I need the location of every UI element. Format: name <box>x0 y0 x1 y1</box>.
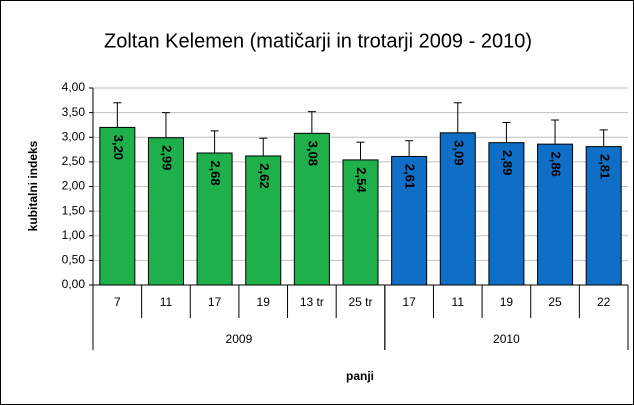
x-tick-label: 7 <box>114 295 121 309</box>
y-tick-label: 2,00 <box>62 179 86 193</box>
bar <box>391 155 428 286</box>
data-label: 3,20 <box>111 135 126 160</box>
y-tick-label: 2,50 <box>62 154 86 168</box>
y-tick-label: 3,00 <box>62 129 86 143</box>
data-label: 2,89 <box>500 150 515 175</box>
y-tick-label: 3,50 <box>62 105 86 119</box>
group-label: 2010 <box>493 332 520 346</box>
x-tick-label: 11 <box>160 295 173 309</box>
x-tick-label: 11 <box>452 295 465 309</box>
chart-title: Zoltan Kelemen (matičarji in trotarji 20… <box>104 30 532 52</box>
x-tick-label: 25 <box>548 295 562 309</box>
y-axis-label: kubitalni indeks <box>26 140 40 231</box>
data-label: 2,81 <box>597 154 612 179</box>
data-label: 2,99 <box>160 145 175 170</box>
bar <box>488 142 525 286</box>
bar <box>99 126 136 286</box>
x-tick-label: 22 <box>597 295 611 309</box>
data-label: 2,54 <box>354 167 369 193</box>
data-label: 2,61 <box>403 164 418 189</box>
bar <box>293 132 330 286</box>
y-tick-label: 0,00 <box>62 277 86 291</box>
bar <box>342 159 379 286</box>
bar <box>196 152 233 286</box>
x-axis-label: panji <box>346 369 374 383</box>
data-label: 3,08 <box>305 141 320 166</box>
bar <box>245 155 282 286</box>
data-label: 2,86 <box>549 151 564 176</box>
bar <box>147 137 184 286</box>
x-tick-label: 17 <box>402 295 416 309</box>
bar <box>585 146 622 286</box>
x-tick-label: 19 <box>257 295 271 309</box>
x-tick-label: 25 tr <box>348 295 372 309</box>
y-tick-label: 1,50 <box>62 203 86 217</box>
group-label: 2009 <box>226 332 253 346</box>
x-tick-label: 17 <box>208 295 222 309</box>
bar <box>537 143 574 286</box>
data-label: 3,09 <box>451 140 466 165</box>
x-tick-label: 13 tr <box>300 295 324 309</box>
bar <box>439 132 476 286</box>
y-tick-label: 4,00 <box>62 80 86 94</box>
data-label: 2,62 <box>257 163 272 188</box>
y-tick-label: 0,50 <box>62 253 86 267</box>
y-tick-label: 1,00 <box>62 228 86 242</box>
x-tick-label: 19 <box>500 295 514 309</box>
data-label: 2,68 <box>208 160 223 185</box>
